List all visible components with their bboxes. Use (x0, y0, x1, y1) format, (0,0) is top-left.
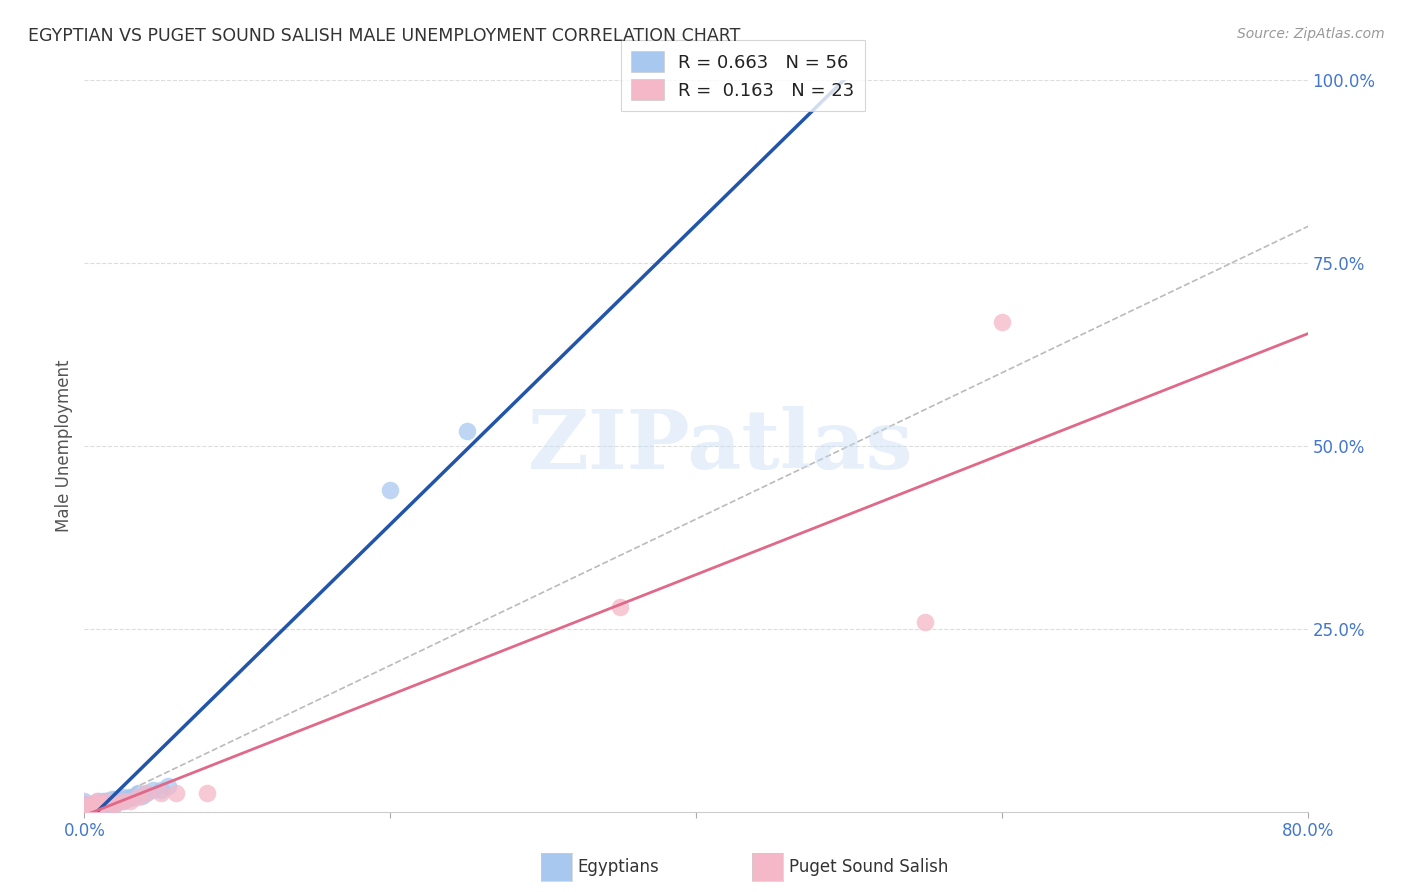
Point (77, 805, 100, 819)
Point (98, 794, 121, 808)
Point (73, 805, 96, 819)
Point (89, 797, 111, 812)
Point (84, 797, 107, 812)
Point (96, 794, 118, 808)
Point (108, 791, 131, 805)
Point (73, 798, 96, 813)
Y-axis label: Male Unemployment: Male Unemployment (55, 359, 73, 533)
Point (149, 787, 172, 801)
Point (80, 805, 103, 819)
Point (91, 794, 114, 808)
Point (914, 615, 936, 629)
Point (120, 794, 142, 808)
Point (103, 794, 125, 808)
Point (131, 789, 153, 803)
Text: ZIPatlas: ZIPatlas (527, 406, 912, 486)
Point (149, 782, 172, 797)
Text: Egyptians: Egyptians (578, 858, 659, 876)
Point (456, 425, 478, 439)
Point (91, 798, 114, 813)
Point (115, 791, 138, 805)
Point (73, 797, 96, 812)
Point (73, 805, 96, 819)
Point (84, 797, 107, 812)
Point (73, 805, 96, 819)
Point (135, 787, 157, 801)
Point (91, 797, 114, 812)
Point (101, 796, 124, 810)
Point (104, 797, 127, 812)
Point (104, 791, 127, 805)
Point (83, 798, 105, 813)
Point (73, 797, 96, 812)
Point (165, 787, 187, 801)
Point (73, 801, 96, 815)
Point (111, 790, 134, 805)
Legend: R = 0.663   N = 56, R =  0.163   N = 23: R = 0.663 N = 56, R = 0.163 N = 23 (620, 40, 866, 111)
Point (86, 797, 108, 812)
Point (80, 797, 103, 812)
Point (195, 787, 218, 801)
Point (142, 782, 165, 797)
Point (135, 787, 157, 801)
Point (94, 794, 117, 808)
Point (84, 801, 107, 815)
Point (991, 315, 1014, 329)
Point (90, 797, 112, 812)
Point (86, 805, 108, 819)
Point (73, 805, 96, 819)
Point (96, 794, 118, 808)
Point (89, 797, 111, 812)
Point (127, 787, 149, 801)
Text: EGYPTIAN VS PUGET SOUND SALISH MALE UNEMPLOYMENT CORRELATION CHART: EGYPTIAN VS PUGET SOUND SALISH MALE UNEM… (28, 27, 741, 45)
Point (73, 805, 96, 819)
Point (101, 797, 124, 812)
Point (89, 801, 111, 815)
Point (127, 790, 149, 805)
Point (97, 796, 120, 810)
Point (93, 797, 115, 812)
Point (120, 790, 142, 805)
Point (73, 794, 96, 808)
Point (87, 801, 110, 815)
Point (80, 805, 103, 819)
Point (79, 805, 101, 819)
Point (86, 794, 108, 808)
Point (107, 794, 129, 808)
Point (380, 483, 402, 497)
Point (87, 794, 110, 808)
Point (77, 805, 100, 819)
Text: Source: ZipAtlas.com: Source: ZipAtlas.com (1237, 27, 1385, 41)
Point (609, 599, 631, 614)
Point (104, 797, 127, 812)
Point (77, 801, 100, 815)
Point (79, 798, 101, 813)
Point (122, 790, 145, 805)
Point (96, 797, 118, 812)
Point (73, 805, 96, 819)
Point (80, 797, 103, 812)
Text: Puget Sound Salish: Puget Sound Salish (789, 858, 948, 876)
Point (73, 801, 96, 815)
Point (111, 794, 134, 808)
Point (101, 791, 124, 805)
Point (111, 794, 134, 808)
Point (73, 805, 96, 819)
Point (80, 801, 103, 815)
Point (157, 779, 180, 793)
Point (89, 805, 111, 819)
